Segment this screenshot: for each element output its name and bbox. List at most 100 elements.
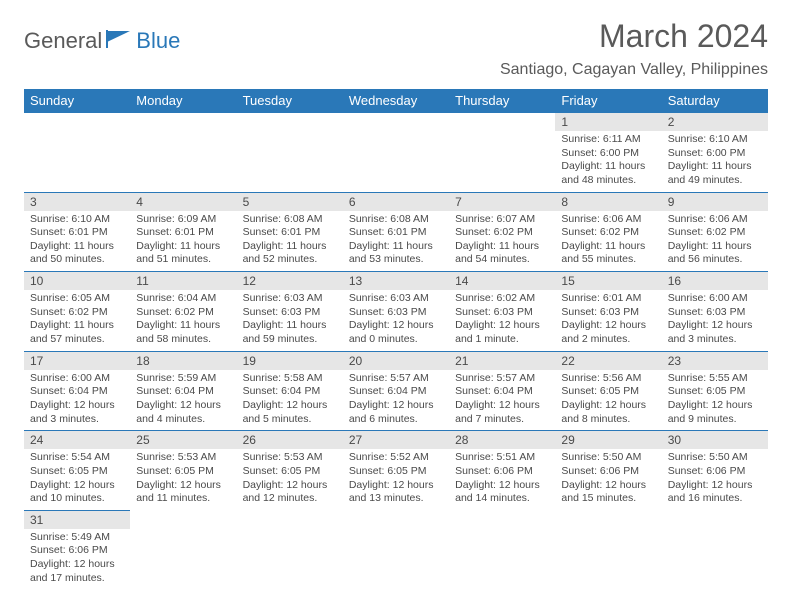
calendar-cell: 19Sunrise: 5:58 AMSunset: 6:04 PMDayligh… <box>237 351 343 431</box>
calendar-cell: 22Sunrise: 5:56 AMSunset: 6:05 PMDayligh… <box>555 351 661 431</box>
weekday-header: Tuesday <box>237 89 343 113</box>
calendar-row: 24Sunrise: 5:54 AMSunset: 6:05 PMDayligh… <box>24 431 768 511</box>
logo: General Blue <box>24 18 180 54</box>
day-details: Sunrise: 6:08 AMSunset: 6:01 PMDaylight:… <box>237 211 343 272</box>
day-number: 17 <box>24 352 130 370</box>
weekday-header: Sunday <box>24 89 130 113</box>
day-number: 18 <box>130 352 236 370</box>
day-number: 23 <box>662 352 768 370</box>
day-number: 31 <box>24 511 130 529</box>
day-details: Sunrise: 6:11 AMSunset: 6:00 PMDaylight:… <box>555 131 661 192</box>
location-text: Santiago, Cagayan Valley, Philippines <box>500 61 768 79</box>
day-number: 29 <box>555 431 661 449</box>
calendar-row: 1Sunrise: 6:11 AMSunset: 6:00 PMDaylight… <box>24 113 768 193</box>
weekday-header: Wednesday <box>343 89 449 113</box>
day-details: Sunrise: 5:49 AMSunset: 6:06 PMDaylight:… <box>24 529 130 590</box>
calendar-cell <box>555 510 661 589</box>
calendar-cell: 27Sunrise: 5:52 AMSunset: 6:05 PMDayligh… <box>343 431 449 511</box>
calendar-cell: 1Sunrise: 6:11 AMSunset: 6:00 PMDaylight… <box>555 113 661 193</box>
calendar-header: SundayMondayTuesdayWednesdayThursdayFrid… <box>24 89 768 113</box>
calendar-cell: 9Sunrise: 6:06 AMSunset: 6:02 PMDaylight… <box>662 192 768 272</box>
weekday-header: Thursday <box>449 89 555 113</box>
calendar-cell <box>343 113 449 193</box>
day-number: 20 <box>343 352 449 370</box>
day-details: Sunrise: 5:51 AMSunset: 6:06 PMDaylight:… <box>449 449 555 510</box>
weekday-header: Friday <box>555 89 661 113</box>
day-number: 13 <box>343 272 449 290</box>
day-details: Sunrise: 6:09 AMSunset: 6:01 PMDaylight:… <box>130 211 236 272</box>
day-number: 28 <box>449 431 555 449</box>
calendar-cell: 16Sunrise: 6:00 AMSunset: 6:03 PMDayligh… <box>662 272 768 352</box>
calendar-cell: 13Sunrise: 6:03 AMSunset: 6:03 PMDayligh… <box>343 272 449 352</box>
day-details: Sunrise: 6:00 AMSunset: 6:04 PMDaylight:… <box>24 370 130 431</box>
day-number: 10 <box>24 272 130 290</box>
day-details: Sunrise: 6:02 AMSunset: 6:03 PMDaylight:… <box>449 290 555 351</box>
calendar-cell <box>237 510 343 589</box>
day-number: 8 <box>555 193 661 211</box>
day-details: Sunrise: 6:01 AMSunset: 6:03 PMDaylight:… <box>555 290 661 351</box>
calendar-cell: 21Sunrise: 5:57 AMSunset: 6:04 PMDayligh… <box>449 351 555 431</box>
weekday-header: Monday <box>130 89 236 113</box>
day-number: 14 <box>449 272 555 290</box>
logo-flag-icon <box>106 30 132 53</box>
day-number: 21 <box>449 352 555 370</box>
month-title: March 2024 <box>500 18 768 55</box>
day-number: 5 <box>237 193 343 211</box>
day-number: 11 <box>130 272 236 290</box>
day-number: 19 <box>237 352 343 370</box>
calendar-cell: 18Sunrise: 5:59 AMSunset: 6:04 PMDayligh… <box>130 351 236 431</box>
calendar-cell <box>237 113 343 193</box>
calendar-cell <box>662 510 768 589</box>
day-number: 15 <box>555 272 661 290</box>
calendar-cell: 10Sunrise: 6:05 AMSunset: 6:02 PMDayligh… <box>24 272 130 352</box>
calendar-cell <box>449 510 555 589</box>
calendar-cell: 28Sunrise: 5:51 AMSunset: 6:06 PMDayligh… <box>449 431 555 511</box>
day-details: Sunrise: 5:52 AMSunset: 6:05 PMDaylight:… <box>343 449 449 510</box>
day-number: 12 <box>237 272 343 290</box>
calendar-cell <box>24 113 130 193</box>
day-details: Sunrise: 5:50 AMSunset: 6:06 PMDaylight:… <box>662 449 768 510</box>
calendar-row: 10Sunrise: 6:05 AMSunset: 6:02 PMDayligh… <box>24 272 768 352</box>
calendar-cell: 12Sunrise: 6:03 AMSunset: 6:03 PMDayligh… <box>237 272 343 352</box>
day-number: 7 <box>449 193 555 211</box>
day-details: Sunrise: 5:56 AMSunset: 6:05 PMDaylight:… <box>555 370 661 431</box>
day-details: Sunrise: 5:57 AMSunset: 6:04 PMDaylight:… <box>343 370 449 431</box>
calendar-cell: 20Sunrise: 5:57 AMSunset: 6:04 PMDayligh… <box>343 351 449 431</box>
day-details: Sunrise: 5:55 AMSunset: 6:05 PMDaylight:… <box>662 370 768 431</box>
calendar-cell: 24Sunrise: 5:54 AMSunset: 6:05 PMDayligh… <box>24 431 130 511</box>
day-details: Sunrise: 6:04 AMSunset: 6:02 PMDaylight:… <box>130 290 236 351</box>
day-details: Sunrise: 5:57 AMSunset: 6:04 PMDaylight:… <box>449 370 555 431</box>
calendar-cell: 4Sunrise: 6:09 AMSunset: 6:01 PMDaylight… <box>130 192 236 272</box>
day-number: 3 <box>24 193 130 211</box>
calendar-cell: 30Sunrise: 5:50 AMSunset: 6:06 PMDayligh… <box>662 431 768 511</box>
calendar-cell: 5Sunrise: 6:08 AMSunset: 6:01 PMDaylight… <box>237 192 343 272</box>
calendar-row: 3Sunrise: 6:10 AMSunset: 6:01 PMDaylight… <box>24 192 768 272</box>
day-number: 27 <box>343 431 449 449</box>
day-details: Sunrise: 6:05 AMSunset: 6:02 PMDaylight:… <box>24 290 130 351</box>
day-number: 16 <box>662 272 768 290</box>
calendar-cell: 31Sunrise: 5:49 AMSunset: 6:06 PMDayligh… <box>24 510 130 589</box>
day-number: 1 <box>555 113 661 131</box>
day-number: 26 <box>237 431 343 449</box>
weekday-header: Saturday <box>662 89 768 113</box>
day-number: 25 <box>130 431 236 449</box>
day-details: Sunrise: 6:07 AMSunset: 6:02 PMDaylight:… <box>449 211 555 272</box>
day-details: Sunrise: 6:08 AMSunset: 6:01 PMDaylight:… <box>343 211 449 272</box>
calendar-cell: 3Sunrise: 6:10 AMSunset: 6:01 PMDaylight… <box>24 192 130 272</box>
header-row: General Blue March 2024 Santiago, Cagaya… <box>24 18 768 79</box>
calendar-cell: 7Sunrise: 6:07 AMSunset: 6:02 PMDaylight… <box>449 192 555 272</box>
calendar-cell <box>449 113 555 193</box>
calendar-cell: 15Sunrise: 6:01 AMSunset: 6:03 PMDayligh… <box>555 272 661 352</box>
calendar-cell: 26Sunrise: 5:53 AMSunset: 6:05 PMDayligh… <box>237 431 343 511</box>
day-details: Sunrise: 5:58 AMSunset: 6:04 PMDaylight:… <box>237 370 343 431</box>
day-details: Sunrise: 6:03 AMSunset: 6:03 PMDaylight:… <box>237 290 343 351</box>
day-details: Sunrise: 6:00 AMSunset: 6:03 PMDaylight:… <box>662 290 768 351</box>
calendar-cell: 8Sunrise: 6:06 AMSunset: 6:02 PMDaylight… <box>555 192 661 272</box>
day-number: 30 <box>662 431 768 449</box>
day-details: Sunrise: 5:50 AMSunset: 6:06 PMDaylight:… <box>555 449 661 510</box>
calendar-cell <box>130 510 236 589</box>
day-details: Sunrise: 6:10 AMSunset: 6:01 PMDaylight:… <box>24 211 130 272</box>
title-block: March 2024 Santiago, Cagayan Valley, Phi… <box>500 18 768 79</box>
calendar-body: 1Sunrise: 6:11 AMSunset: 6:00 PMDaylight… <box>24 113 768 590</box>
calendar-cell <box>343 510 449 589</box>
